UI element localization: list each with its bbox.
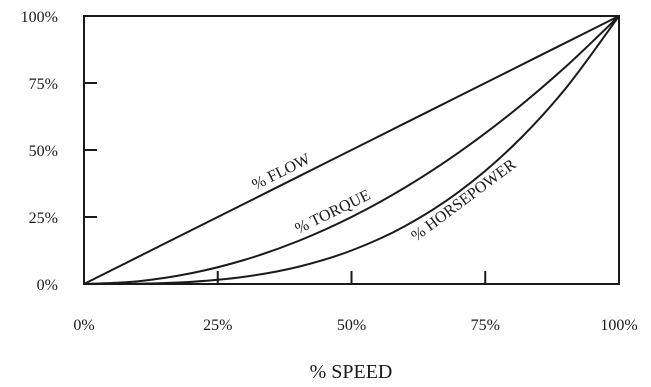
y-axis-ticks: 0% 25% 50% 75% 100% xyxy=(21,9,97,294)
y-tick-label: 75% xyxy=(29,76,58,93)
x-axis-title: % SPEED xyxy=(310,361,393,383)
y-tick-label: 50% xyxy=(29,143,58,160)
series-layer xyxy=(83,15,620,285)
x-tick-label: 0% xyxy=(73,317,94,334)
x-tick-label: 100% xyxy=(600,317,637,334)
flow-line xyxy=(83,15,620,285)
x-tick-label: 50% xyxy=(337,317,366,334)
y-tick-label: 100% xyxy=(21,9,58,26)
flow-label: % FLOW xyxy=(249,150,313,194)
y-tick-label: 0% xyxy=(37,277,58,294)
torque-curve xyxy=(83,15,620,285)
series-labels: % FLOW% TORQUE% HORSEPOWER xyxy=(249,150,519,245)
horsepower-label: % HORSEPOWER xyxy=(408,156,519,245)
x-axis-ticks: 0% 25% 50% 75% 100% xyxy=(73,271,638,334)
y-tick-label: 25% xyxy=(29,210,58,227)
x-tick-label: 75% xyxy=(471,317,500,334)
x-tick-label: 25% xyxy=(203,317,232,334)
horsepower-curve xyxy=(83,15,620,285)
